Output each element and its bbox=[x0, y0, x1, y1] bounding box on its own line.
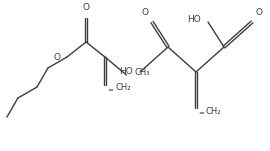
Text: O: O bbox=[256, 8, 263, 17]
Text: HO: HO bbox=[119, 67, 133, 77]
Text: =: = bbox=[198, 110, 204, 116]
Text: CH₃: CH₃ bbox=[134, 69, 150, 77]
Text: HO: HO bbox=[187, 14, 201, 24]
Text: CH₂: CH₂ bbox=[115, 84, 130, 93]
Text: O: O bbox=[83, 3, 89, 12]
Text: O: O bbox=[141, 8, 148, 17]
Text: O: O bbox=[53, 53, 60, 63]
Text: =: = bbox=[107, 87, 113, 93]
Text: CH₂: CH₂ bbox=[206, 106, 221, 116]
